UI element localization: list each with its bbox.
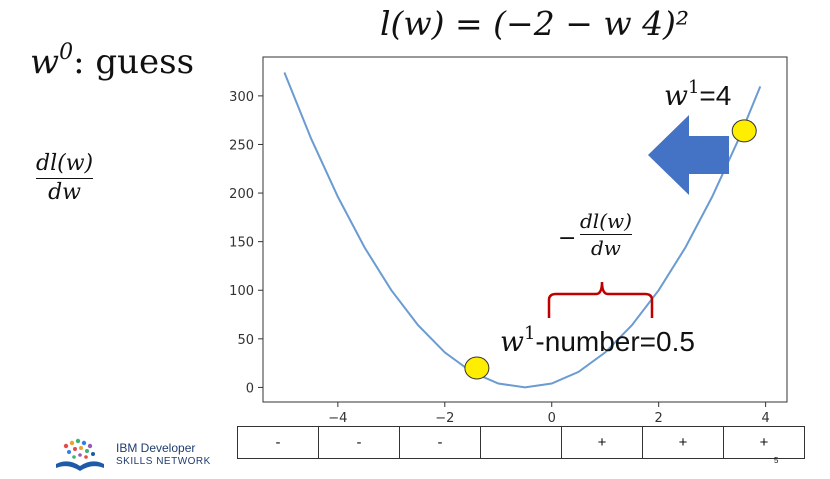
- left-arrow-icon: [648, 115, 729, 195]
- marker-points: [464, 119, 757, 380]
- sign-cell: +: [723, 426, 805, 459]
- neg-derivative-numerator: dl(w): [580, 209, 632, 233]
- sign-cell: -: [318, 426, 400, 459]
- fraction-bar: [580, 234, 632, 235]
- y-tick-label: 300: [229, 90, 254, 105]
- update-var: w: [500, 325, 524, 358]
- plot-frame: [262, 56, 788, 403]
- w0-sup: 0: [59, 40, 74, 65]
- y-tick-label: 100: [229, 284, 254, 299]
- y-tick-label: 50: [237, 333, 254, 348]
- w0-guess-label: w0: guess: [30, 40, 194, 82]
- x-tick-label: −2: [435, 411, 454, 426]
- w1-sup: 1: [687, 77, 700, 98]
- update-sup: 1: [523, 323, 536, 344]
- loss-curve-line: [283, 72, 762, 389]
- logo-line1: IBM Developer: [116, 441, 196, 456]
- sign-cell: +: [642, 426, 724, 459]
- x-tick-label: 4: [761, 411, 769, 426]
- negative-derivative-fraction: dl(w) dw: [580, 210, 632, 259]
- page-number: 5: [774, 456, 779, 465]
- y-tick-label: 0: [246, 381, 254, 396]
- derivative-sign-table: - - - + + +: [237, 426, 805, 459]
- sign-cell: -: [399, 426, 481, 459]
- curly-brace-icon: [547, 281, 654, 318]
- logo-line2: SKILLS NETWORK: [116, 456, 211, 468]
- sign-cell: [480, 426, 562, 459]
- update-rule-label: w1-number=0.5: [500, 323, 695, 358]
- w1-value-label: w1=4: [664, 77, 731, 112]
- loss-function-title: l(w) = (−2 − w 4)²: [380, 4, 690, 43]
- y-tick-label: 200: [229, 187, 254, 202]
- sign-cell: -: [237, 426, 319, 459]
- weight-point-marker: [731, 119, 757, 143]
- book-network-icon: [56, 438, 104, 471]
- fraction-bar: [36, 178, 94, 180]
- sign-cell: +: [561, 426, 643, 459]
- x-tick-label: 2: [655, 411, 663, 426]
- derivative-numerator: dl(w): [36, 151, 94, 176]
- derivative-fraction: dl(w) dw: [36, 151, 94, 206]
- w1-var: w: [664, 79, 688, 112]
- x-tick-label: −4: [328, 411, 347, 426]
- derivative-denominator: dw: [48, 180, 82, 206]
- y-tick-label: 150: [229, 236, 254, 251]
- x-tick-label: 0: [548, 411, 556, 426]
- w0-text: : guess: [73, 42, 195, 82]
- y-axis: 0 50 100 150 200 250 300: [229, 90, 263, 396]
- y-tick-label: 250: [229, 138, 254, 153]
- ibm-logo: IBM Developer SKILLS NETWORK: [52, 438, 211, 472]
- w1-eq: =4: [699, 80, 732, 111]
- negative-sign: −: [558, 226, 577, 251]
- w0-var: w: [30, 42, 60, 82]
- neg-derivative-denominator: dw: [591, 236, 621, 260]
- x-axis: −4 −2 0 2 4: [328, 402, 770, 426]
- weight-point-marker: [464, 356, 490, 380]
- sign-row: - - - + + +: [237, 426, 805, 459]
- update-eq: -number=0.5: [535, 326, 695, 357]
